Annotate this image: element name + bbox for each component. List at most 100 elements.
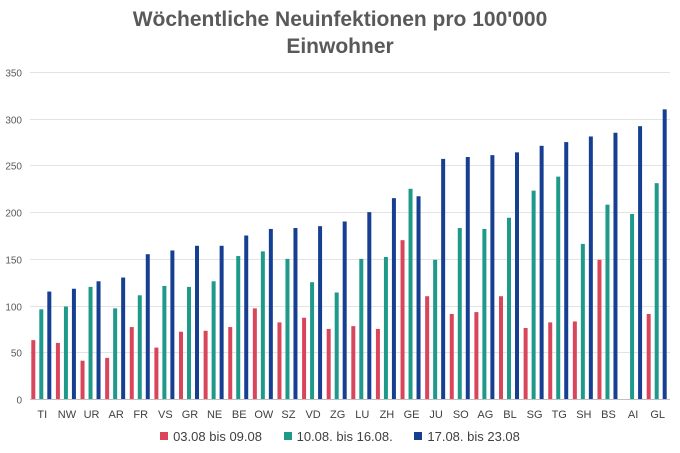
bar-TG-series-1	[548, 322, 553, 399]
y-tick-label: 200	[5, 209, 22, 220]
x-tick-label: AI	[628, 409, 638, 421]
bar-SZ-series-1	[277, 322, 282, 399]
bar-GE-series-2	[408, 188, 413, 399]
chart-title-line-1: Wöchentliche Neuinfektionen pro 100'000	[132, 8, 548, 31]
bar-SH-series-2	[580, 243, 585, 399]
bar-TI-series-2	[39, 309, 44, 399]
legend-item-series-2: 10.08. bis 16.08.	[283, 428, 393, 444]
bar-BL-series-3	[515, 152, 519, 399]
x-tick-label: GE	[404, 409, 420, 421]
legend-item-series-3: 17.08. bis 23.08	[414, 429, 520, 444]
bar-GE-series-1	[400, 240, 405, 399]
x-tick-label: TI	[37, 409, 47, 421]
x-tick-label: ZG	[330, 409, 345, 421]
y-tick-label: 300	[5, 116, 22, 127]
bar-OW-series-3	[268, 228, 273, 399]
bar-LU-series-2	[359, 258, 364, 399]
x-tick-label: OW	[254, 409, 274, 421]
bar-VD-series-2	[310, 282, 315, 399]
bar-AG-series-2	[482, 228, 487, 399]
bar-NW-series-2	[63, 306, 68, 399]
bar-AR-series-1	[105, 357, 110, 399]
bar-VD-series-1	[302, 317, 307, 399]
bar-FR-series-2	[137, 295, 142, 399]
bar-OW-series-1	[252, 308, 257, 399]
y-tick-label: 350	[5, 69, 22, 80]
y-tick-label: 150	[5, 256, 22, 267]
bar-ZG-series-2	[334, 292, 339, 399]
bar-BS-series-1	[597, 259, 602, 399]
chart-legend: 03.08 bis 09.08 10.08. bis 16.08. 17.08.…	[0, 428, 680, 444]
bar-GL-series-2	[654, 183, 659, 399]
legend-swatch-series-3	[414, 432, 423, 440]
bar-OW-series-2	[260, 251, 265, 399]
bar-TI-series-3	[47, 291, 52, 399]
y-tick-label: 250	[5, 162, 22, 173]
bar-SH-series-3	[588, 136, 593, 399]
legend-swatch-series-2	[283, 432, 292, 440]
bar-ZH-series-1	[375, 328, 380, 399]
bar-SG-series-2	[531, 190, 536, 399]
x-tick-label: NW	[58, 409, 77, 421]
bar-ZH-series-2	[383, 256, 388, 399]
legend-label-series-2: 10.08. bis 16.08.	[296, 428, 393, 444]
x-tick-label: VD	[305, 409, 320, 421]
bar-NE-series-1	[203, 330, 208, 399]
bar-VS-series-2	[162, 285, 167, 399]
bar-SG-series-1	[523, 327, 528, 399]
chart-title: Wöchentliche Neuinfektionen pro 100'000 …	[0, 6, 680, 60]
bar-TG-series-2	[556, 176, 561, 399]
bar-BE-series-1	[228, 327, 233, 399]
bar-AG-series-1	[474, 312, 479, 399]
x-tick-label: BS	[601, 409, 616, 421]
x-tick-label: SG	[527, 409, 543, 421]
x-tick-label: SZ	[281, 409, 295, 421]
bar-GE-series-3	[416, 196, 421, 399]
bar-SH-series-1	[572, 321, 577, 399]
bar-VS-series-1	[154, 347, 159, 399]
bar-BL-series-2	[507, 217, 511, 399]
y-tick-label: 0	[16, 396, 22, 407]
bar-GR-series-3	[195, 245, 199, 399]
bar-BE-series-2	[236, 256, 241, 399]
bar-AR-series-2	[113, 308, 118, 399]
x-tick-label: GR	[182, 409, 199, 421]
bar-UR-series-3	[96, 281, 101, 399]
legend-swatch-series-1	[160, 432, 169, 440]
bar-UR-series-1	[80, 360, 85, 399]
x-tick-label: JU	[429, 409, 443, 421]
bar-VS-series-3	[170, 250, 175, 399]
bar-SZ-series-2	[285, 258, 290, 399]
x-tick-label: SH	[576, 409, 591, 421]
x-tick-label: LU	[355, 409, 369, 421]
bar-NE-series-3	[219, 245, 224, 399]
x-tick-label: AG	[477, 409, 493, 421]
bar-SG-series-3	[539, 145, 544, 399]
x-tick-label: FR	[133, 409, 148, 421]
bar-LU-series-3	[367, 212, 372, 399]
bar-FR-series-3	[145, 254, 150, 399]
bar-GL-series-1	[646, 313, 651, 399]
bar-AI-series-3	[638, 126, 643, 399]
bar-GR-series-1	[179, 331, 183, 399]
bar-SO-series-1	[449, 313, 454, 399]
x-tick-label: GL	[650, 409, 665, 421]
bar-JU-series-2	[433, 259, 438, 399]
bar-AR-series-3	[121, 277, 126, 399]
x-tick-label: SO	[453, 409, 469, 421]
bar-SO-series-3	[465, 157, 470, 399]
bar-UR-series-2	[88, 286, 93, 399]
x-tick-label: AR	[109, 409, 124, 421]
x-tick-label: NE	[207, 409, 222, 421]
bar-NW-series-3	[71, 288, 76, 399]
bar-TI-series-1	[31, 340, 36, 399]
bar-ZG-series-3	[342, 221, 347, 399]
bar-GR-series-2	[187, 286, 191, 399]
bar-AI-series-2	[630, 214, 635, 399]
legend-label-series-3: 17.08. bis 23.08	[427, 428, 520, 444]
legend-label-series-1: 03.08 bis 09.08	[173, 428, 262, 444]
bar-BS-series-2	[605, 204, 610, 399]
bar-JU-series-3	[441, 158, 446, 399]
y-tick-label: 50	[11, 349, 23, 360]
